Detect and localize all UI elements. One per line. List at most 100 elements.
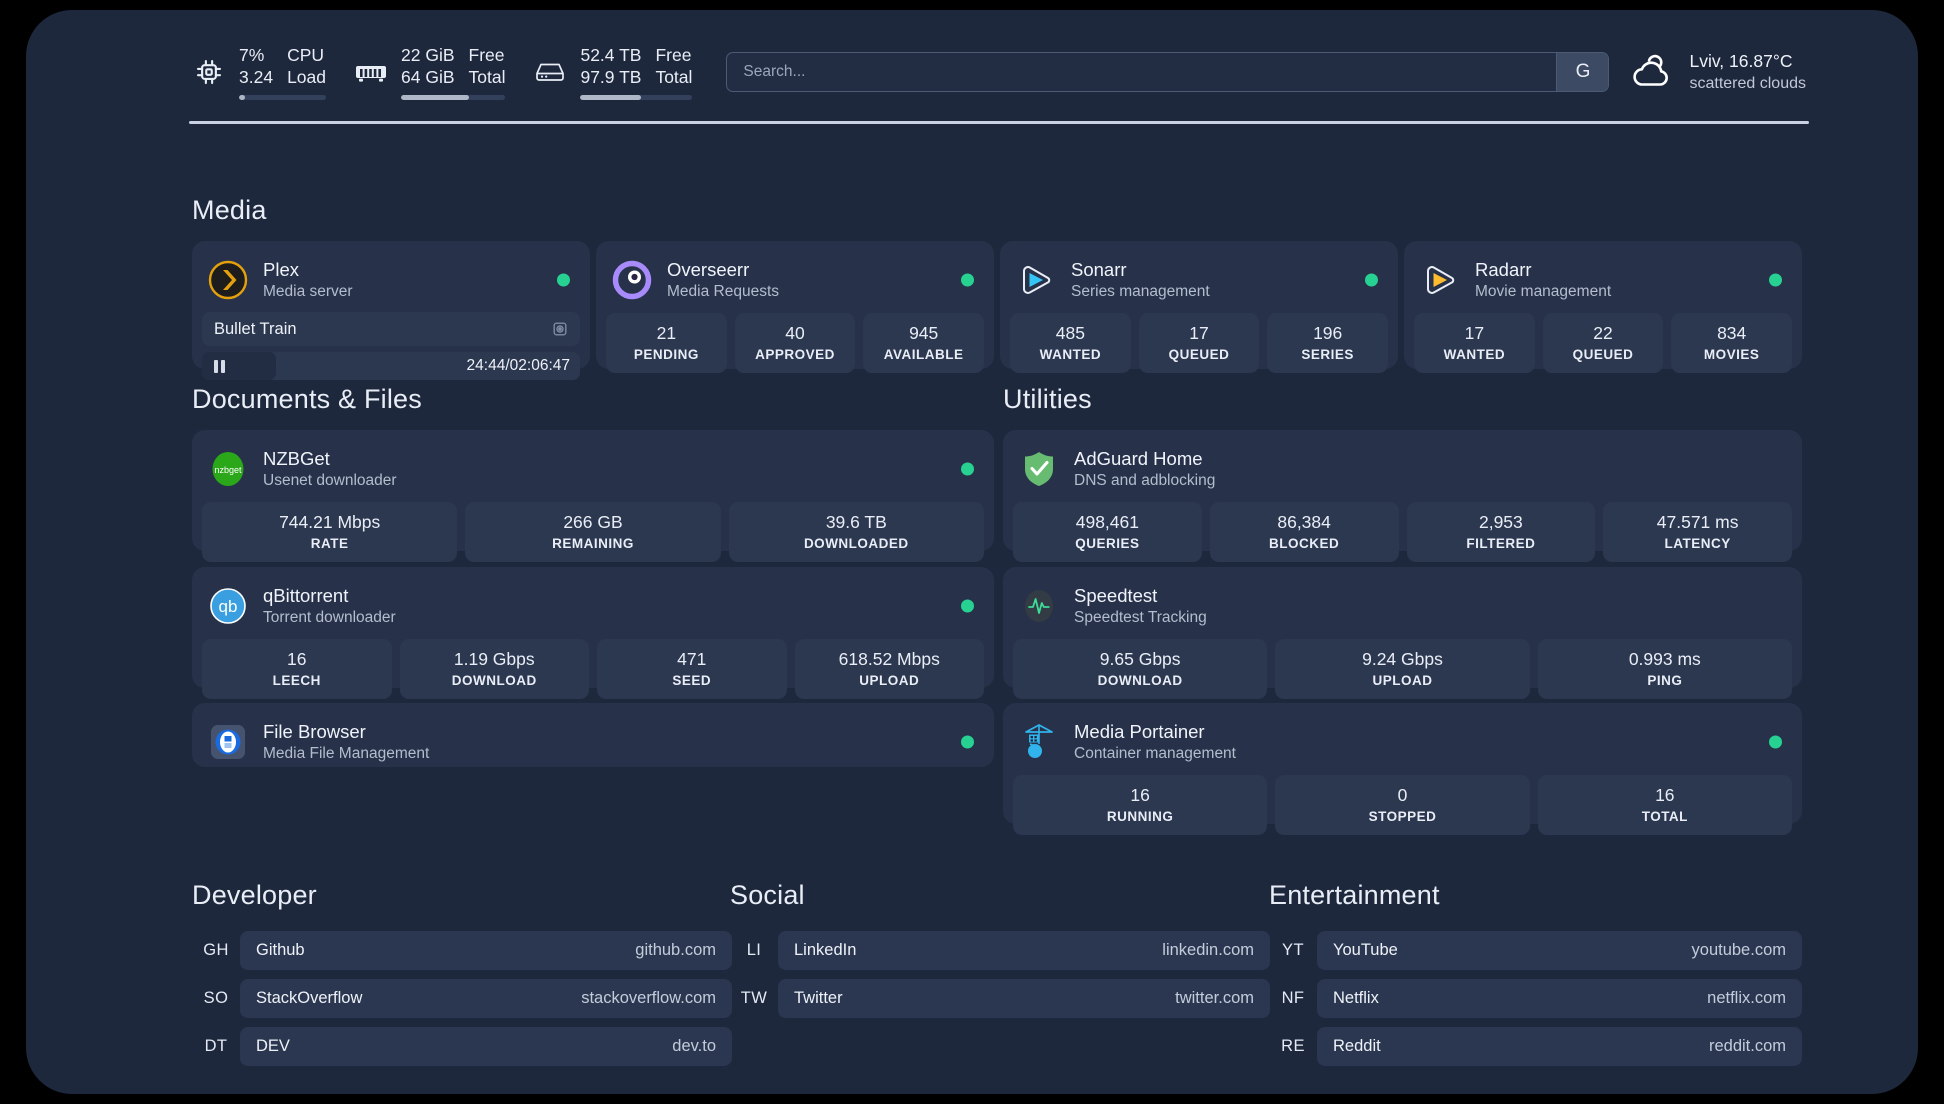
weather-widget[interactable]: Lviv, 16.87°C scattered clouds <box>1629 51 1812 94</box>
bookmark-name: Github <box>256 941 305 959</box>
card-overseerr[interactable]: Overseerr Media Requests 21 PENDING 40 A… <box>596 241 994 373</box>
bookmark-link[interactable]: LinkedIn linkedin.com <box>778 931 1270 970</box>
dashboard-root: 7% 3.24 CPU Load <box>26 10 1918 1094</box>
list-item[interactable]: TW Twitter twitter.com <box>730 979 1270 1018</box>
playback-time: 24:44/02:06:47 <box>467 357 570 375</box>
search-input[interactable] <box>727 53 1557 91</box>
bookmark-url: youtube.com <box>1691 941 1786 959</box>
resource-cpu: 7% 3.24 CPU Load <box>192 45 326 100</box>
bookmark-abbr: RE <box>1281 1037 1305 1055</box>
stats-row: 21 PENDING 40 APPROVED 945 AVAILABLE <box>606 313 985 373</box>
stat-label: BLOCKED <box>1269 536 1340 551</box>
stat-value: 618.52 Mbps <box>838 649 940 669</box>
card-file-browser[interactable]: File Browser Media File Management <box>192 703 994 767</box>
card-sonarr[interactable]: Sonarr Series management 485 WANTED 17 Q… <box>1000 241 1398 373</box>
bookmark-link[interactable]: StackOverflow stackoverflow.com <box>240 979 732 1018</box>
memory-label-top: Free <box>468 44 505 65</box>
cpu-load-value: 3.24 <box>239 66 274 87</box>
speedtest-icon <box>1019 586 1059 626</box>
stat-value: 17 <box>1464 323 1485 343</box>
bookmark-link[interactable]: Twitter twitter.com <box>778 979 1270 1018</box>
disk-usage-bar <box>580 94 693 100</box>
stats-row: 485 WANTED 17 QUEUED 196 SERIES <box>1010 313 1389 373</box>
bookmark-url: reddit.com <box>1708 1037 1786 1055</box>
card-nzbget[interactable]: nzbget NZBGet Usenet downloader 744.21 M… <box>192 430 994 562</box>
stat-label: WANTED <box>1443 347 1506 362</box>
bookmark-url: linkedin.com <box>1162 941 1254 959</box>
stat-value: 47.571 ms <box>1656 512 1739 532</box>
stat-value: 485 <box>1055 323 1085 343</box>
app-description: Media File Management <box>263 745 430 762</box>
card-header: Sonarr Series management <box>1010 251 1388 309</box>
stat-label: SEED <box>672 673 712 688</box>
stat-label: QUEUED <box>1168 347 1230 362</box>
stat-value: 498,461 <box>1075 512 1139 532</box>
stat-value: 471 <box>677 649 707 669</box>
card-radarr[interactable]: Radarr Movie management 17 WANTED 22 QUE… <box>1404 241 1802 373</box>
list-item[interactable]: GH Github github.com <box>192 931 732 970</box>
card-header: nzbget NZBGet Usenet downloader <box>202 440 984 498</box>
stat-download: 1.19 Gbps DOWNLOAD <box>399 639 589 699</box>
app-name: Media Portainer <box>1074 721 1205 742</box>
stat-value: 266 GB <box>563 512 623 532</box>
stat-wanted: 17 WANTED <box>1414 313 1535 373</box>
list-item[interactable]: DT DEV dev.to <box>192 1027 732 1066</box>
cpu-usage-value: 7% <box>239 44 265 65</box>
stat-value: 21 <box>656 323 677 343</box>
app-description: Media Requests <box>667 283 780 300</box>
bookmark-link[interactable]: YouTube youtube.com <box>1317 931 1802 970</box>
search-engine-button[interactable]: G <box>1556 53 1609 91</box>
list-item[interactable]: RE Reddit reddit.com <box>1269 1027 1802 1066</box>
list-item[interactable]: YT YouTube youtube.com <box>1269 931 1802 970</box>
stat-leech: 16 LEECH <box>202 639 392 699</box>
stat-label: LEECH <box>272 673 321 688</box>
pause-icon[interactable] <box>214 359 225 373</box>
app-name: Overseerr <box>667 259 750 280</box>
stat-label: APPROVED <box>755 347 835 362</box>
stat-label: RATE <box>310 536 349 551</box>
stats-row: 9.65 Gbps DOWNLOAD 9.24 Gbps UPLOAD 0.99… <box>1013 639 1792 699</box>
card-media-portainer[interactable]: Media Portainer Container management 16 … <box>1003 703 1802 835</box>
stat-total: 16 TOTAL <box>1537 775 1792 835</box>
bookmark-link[interactable]: Reddit reddit.com <box>1317 1027 1802 1066</box>
card-qbittorrent[interactable]: qb qBittorrent Torrent downloader 16 LEE… <box>192 567 994 699</box>
now-playing-row[interactable]: Bullet Train <box>202 312 580 346</box>
stat-label: MOVIES <box>1703 347 1760 362</box>
bookmark-link[interactable]: Github github.com <box>240 931 732 970</box>
header-bar: 7% 3.24 CPU Load <box>192 38 1812 106</box>
stat-label: TOTAL <box>1641 809 1688 824</box>
section-title-documents: Documents & Files <box>192 384 422 414</box>
playback-separator: / <box>505 357 510 374</box>
stat-label: REMAINING <box>552 536 634 551</box>
stats-row: 498,461 QUERIES 86,384 BLOCKED 2,953 FIL… <box>1013 502 1792 562</box>
stat-series: 196 SERIES <box>1267 313 1389 373</box>
playback-progress-bar[interactable]: 24:44/02:06:47 <box>202 352 580 380</box>
stat-rate: 744.21 Mbps RATE <box>202 502 458 562</box>
stat-movies: 834 MOVIES <box>1671 313 1793 373</box>
app-name: qBittorrent <box>263 585 349 606</box>
stats-row: 16 RUNNING 0 STOPPED 16 TOTAL <box>1013 775 1792 835</box>
bookmark-link[interactable]: Netflix netflix.com <box>1317 979 1802 1018</box>
section-title-utilities: Utilities <box>1003 384 1092 414</box>
status-badge <box>557 273 570 287</box>
bookmark-link[interactable]: DEV dev.to <box>240 1027 732 1066</box>
stat-label: LATENCY <box>1664 536 1731 551</box>
card-plex[interactable]: Plex Media server Bullet Train 24:44/02:… <box>192 241 590 380</box>
memory-usage-bar <box>401 94 506 100</box>
list-item[interactable]: LI LinkedIn linkedin.com <box>730 931 1270 970</box>
card-adguard-home[interactable]: AdGuard Home DNS and adblocking 498,461 … <box>1003 430 1802 562</box>
app-name: File Browser <box>263 721 366 742</box>
stat-stopped: 0 STOPPED <box>1275 775 1530 835</box>
search-bar[interactable]: G <box>726 52 1610 92</box>
list-item[interactable]: SO StackOverflow stackoverflow.com <box>192 979 732 1018</box>
stat-label: DOWNLOAD <box>1097 673 1183 688</box>
stat-upload: 618.52 Mbps UPLOAD <box>794 639 984 699</box>
list-item[interactable]: NF Netflix netflix.com <box>1269 979 1802 1018</box>
stat-ping: 0.993 ms PING <box>1537 639 1792 699</box>
resource-memory: 22 GiB 64 GiB Free Total <box>354 44 506 100</box>
settings-icon[interactable] <box>552 321 568 337</box>
stats-row: 17 WANTED 22 QUEUED 834 MOVIES <box>1414 313 1793 373</box>
bookmark-name: StackOverflow <box>256 989 363 1007</box>
bookmark-abbr: TW <box>740 989 768 1007</box>
card-speedtest[interactable]: Speedtest Speedtest Tracking 9.65 Gbps D… <box>1003 567 1802 699</box>
